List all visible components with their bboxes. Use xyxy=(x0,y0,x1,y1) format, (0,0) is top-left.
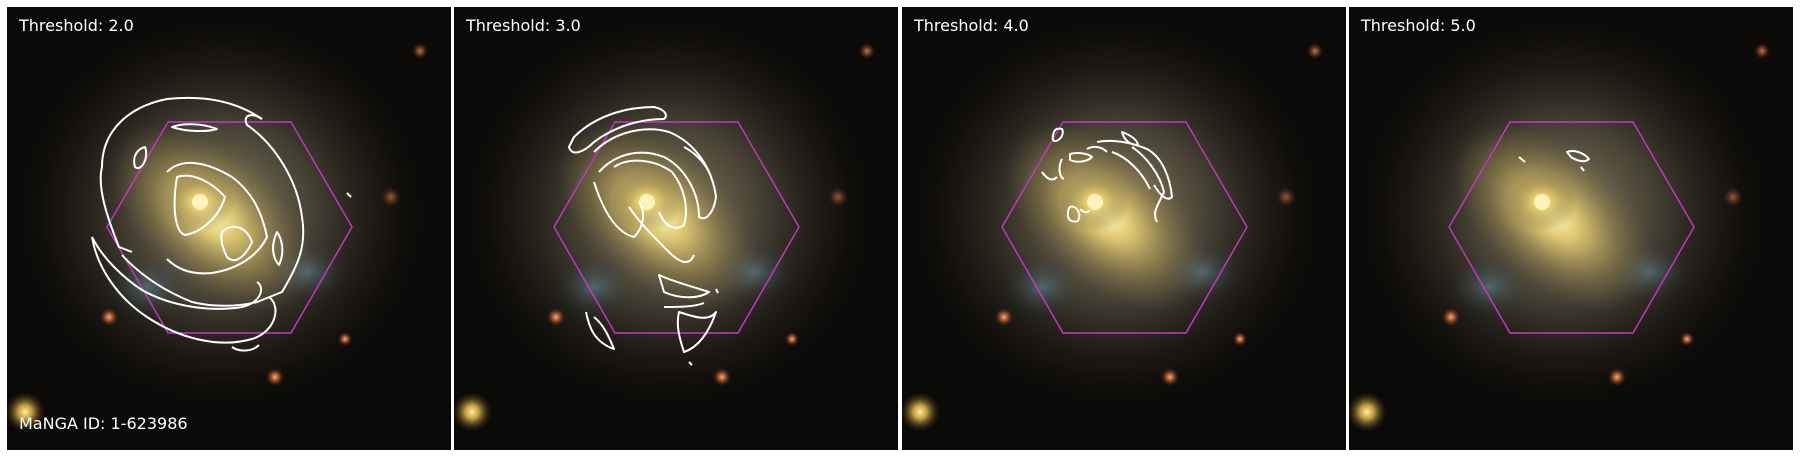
manga-id-label: MaNGA ID: 1-623986 xyxy=(19,414,188,433)
threshold-label: Threshold: 5.0 xyxy=(1361,16,1476,35)
contour-lines xyxy=(1041,127,1173,223)
galaxy-panel-threshold-5: Threshold: 5.0 xyxy=(1349,7,1793,450)
galaxy-panel-threshold-2: Threshold: 2.0 MaNGA ID: 1-623986 xyxy=(7,7,451,450)
galaxy-image xyxy=(454,7,898,450)
galaxy-image xyxy=(902,7,1346,450)
contour-lines xyxy=(568,106,719,366)
threshold-label: Threshold: 2.0 xyxy=(19,16,134,35)
galaxy-image xyxy=(1349,7,1793,450)
galaxy-image xyxy=(7,7,451,450)
contour-lines xyxy=(1518,149,1590,172)
threshold-label: Threshold: 3.0 xyxy=(466,16,581,35)
threshold-label: Threshold: 4.0 xyxy=(914,16,1029,35)
contour-lines xyxy=(91,96,352,352)
galaxy-panel-threshold-4: Threshold: 4.0 xyxy=(902,7,1346,450)
galaxy-panel-threshold-3: Threshold: 3.0 xyxy=(454,7,898,450)
